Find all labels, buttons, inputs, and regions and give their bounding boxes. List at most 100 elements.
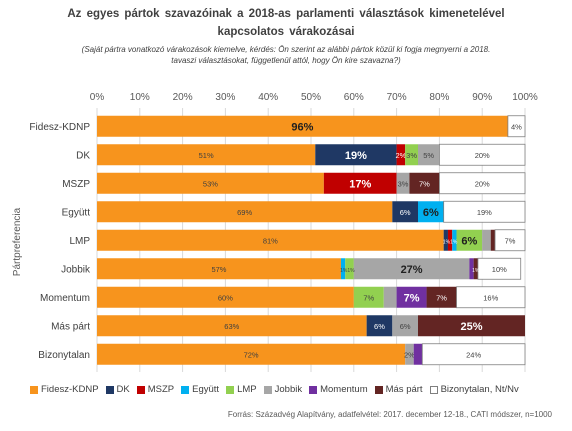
bar-segment — [353, 286, 384, 308]
bar-segment — [392, 315, 418, 337]
x-tick-label: 60% — [344, 92, 364, 103]
data-label: 6% — [423, 207, 439, 219]
bar-segment — [418, 315, 525, 337]
category-label: Együtt — [62, 207, 91, 218]
bar-segment — [421, 343, 526, 366]
bar-segment — [97, 115, 508, 137]
legend-label: DK — [116, 384, 130, 395]
bar-segment — [438, 143, 526, 166]
legend-label: Momentum — [320, 384, 368, 395]
y-axis-label: Pártpreferencia — [12, 207, 23, 276]
data-label: 25% — [460, 321, 482, 333]
legend-item: Bizonytalan, Nt/Nv — [429, 384, 519, 395]
bar-segment — [443, 200, 526, 223]
bar-segment — [418, 144, 440, 166]
data-label: 10% — [492, 265, 507, 274]
bar-segment — [396, 286, 427, 308]
x-tick-label: 10% — [130, 92, 150, 103]
data-label: 6% — [374, 322, 385, 331]
legend-label: Bizonytalan, Nt/Nv — [440, 384, 519, 395]
bar-segment — [452, 229, 457, 251]
bar-segment — [366, 315, 393, 337]
x-tick-label: 70% — [387, 92, 407, 103]
category-label: LMP — [69, 236, 90, 247]
x-tick-label: 30% — [215, 92, 235, 103]
chart-title-line2: kapcsolatos várakozásai — [217, 26, 355, 38]
bar-segment — [447, 229, 453, 251]
data-label: 5% — [423, 151, 434, 160]
x-tick-label: 80% — [429, 92, 449, 103]
x-tick-label: 100% — [512, 92, 538, 103]
data-label: 3% — [406, 151, 417, 160]
bar-segment — [323, 172, 397, 194]
legend-swatch — [374, 385, 383, 394]
legend-swatch — [263, 385, 272, 394]
bar-segment — [482, 229, 491, 251]
chart-subtitle-line1: (Saját pártra vonatkozó várakozások kiem… — [81, 45, 491, 54]
x-tick-label: 20% — [173, 92, 193, 103]
legend-item: Együtt — [181, 384, 219, 395]
bar-segment — [97, 229, 444, 251]
legend-item: Jobbik — [263, 384, 303, 395]
data-label: 7% — [419, 179, 430, 188]
chart-subtitle-line2: tavaszi választásokat, függetlenül attól… — [171, 56, 401, 65]
bar-segment — [456, 286, 526, 309]
bar-segment — [97, 201, 393, 223]
data-label: 2% — [395, 151, 406, 160]
bar-segment — [97, 315, 367, 337]
x-tick-label: 40% — [258, 92, 278, 103]
data-label: 20% — [475, 151, 490, 160]
data-label: 1%1% — [443, 239, 458, 245]
legend-swatch — [429, 385, 438, 394]
data-label: 7% — [436, 293, 447, 302]
data-label: 72% — [244, 350, 259, 359]
data-label: 51% — [199, 151, 214, 160]
legend-item: Momentum — [309, 384, 368, 395]
bar-segment — [473, 258, 478, 280]
data-label: 7% — [363, 293, 374, 302]
legend-item: DK — [105, 384, 130, 395]
legend-label: MSZP — [147, 384, 175, 395]
legend-swatch — [181, 385, 190, 394]
bar-segment — [97, 172, 324, 194]
category-label: DK — [76, 150, 90, 161]
x-tick-label: 50% — [301, 92, 321, 103]
legend-swatch — [30, 385, 38, 394]
data-label: 7% — [505, 236, 516, 245]
bar-segment — [405, 343, 414, 365]
category-label: Más párt — [51, 321, 90, 332]
chart-title-line1: Az egyes pártok szavazóinak a 2018-as pa… — [67, 8, 505, 20]
data-label: 6% — [461, 235, 477, 247]
legend-label: Jobbik — [274, 384, 303, 395]
x-tick-label: 0% — [90, 92, 105, 103]
x-tick-label: 90% — [472, 92, 492, 103]
data-label: 1%1% — [340, 268, 355, 274]
legend-item: LMP — [226, 384, 257, 395]
data-label: 3% — [398, 179, 409, 188]
bar-segment — [443, 229, 448, 251]
data-label: 1% — [472, 268, 480, 274]
legend-label: Együtt — [192, 384, 220, 395]
bar-segment — [477, 257, 522, 280]
data-label: 6% — [400, 208, 411, 217]
bar-segment — [396, 144, 406, 166]
data-label: 19% — [477, 208, 492, 217]
category-label: Jobbik — [61, 264, 91, 275]
data-label: 60% — [218, 293, 233, 302]
bar-segment — [392, 201, 418, 223]
bar-segment — [409, 172, 440, 194]
bar-segment — [383, 286, 397, 308]
data-label: 53% — [203, 179, 218, 188]
bar-segment — [494, 229, 526, 252]
data-label: 4% — [511, 122, 522, 131]
data-label: 19% — [345, 150, 367, 162]
data-label: 17% — [349, 178, 371, 190]
data-label: 24% — [466, 350, 481, 359]
legend-label: Más párt — [385, 384, 423, 395]
category-label: MSZP — [62, 179, 90, 190]
data-label: 69% — [237, 208, 252, 217]
data-label: 81% — [263, 236, 278, 245]
bar-segment — [507, 115, 526, 138]
legend-label: LMP — [237, 384, 257, 395]
